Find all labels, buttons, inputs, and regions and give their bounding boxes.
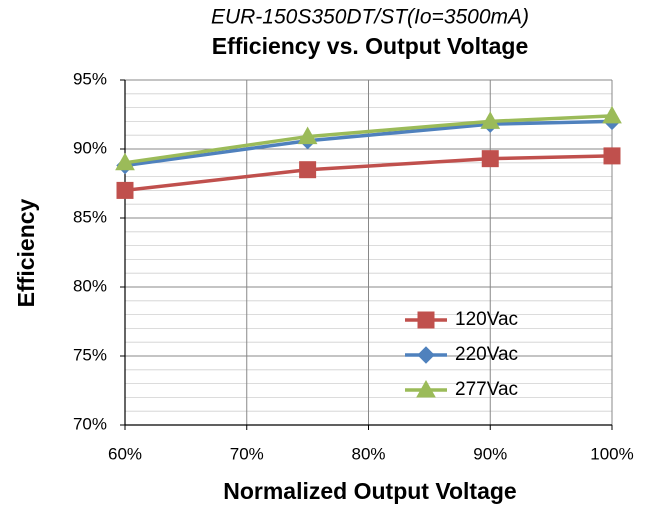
x-tick-label: 90%: [473, 444, 507, 463]
y-tick-label: 95%: [73, 69, 107, 88]
series-line: [124, 119, 613, 168]
marker: [297, 126, 318, 145]
y-tick-label: 75%: [73, 345, 107, 364]
x-tick-label: 60%: [108, 444, 142, 463]
series-line: [124, 154, 613, 193]
x-axis-label: Normalized Output Voltage: [223, 478, 516, 504]
marker: [115, 152, 135, 171]
legend-label: 277Vac: [455, 379, 518, 400]
legend-marker: [417, 346, 435, 364]
chart-subtitle: EUR-150S350DT/ST(Io=3500mA): [211, 6, 529, 29]
y-tick-label: 90%: [73, 138, 107, 157]
legend-label: 120Vac: [455, 309, 518, 330]
y-tick-label: 70%: [73, 414, 107, 433]
y-axis-label: Efficiency: [13, 198, 39, 307]
y-tick-label: 80%: [73, 276, 107, 295]
x-tick-label: 100%: [590, 444, 633, 463]
marker: [603, 147, 621, 165]
legend-label: 220Vac: [455, 344, 518, 365]
x-tick-label: 70%: [230, 444, 264, 463]
y-tick-label: 85%: [73, 207, 107, 226]
legend-marker: [416, 379, 436, 398]
x-tick-label: 80%: [351, 444, 385, 463]
marker: [116, 181, 134, 199]
marker: [481, 150, 499, 168]
marker: [480, 111, 501, 129]
legend-marker: [417, 311, 435, 329]
marker: [299, 161, 317, 179]
chart-title: Efficiency vs. Output Voltage: [212, 33, 529, 59]
series-line: [124, 114, 613, 165]
marker: [602, 105, 622, 124]
